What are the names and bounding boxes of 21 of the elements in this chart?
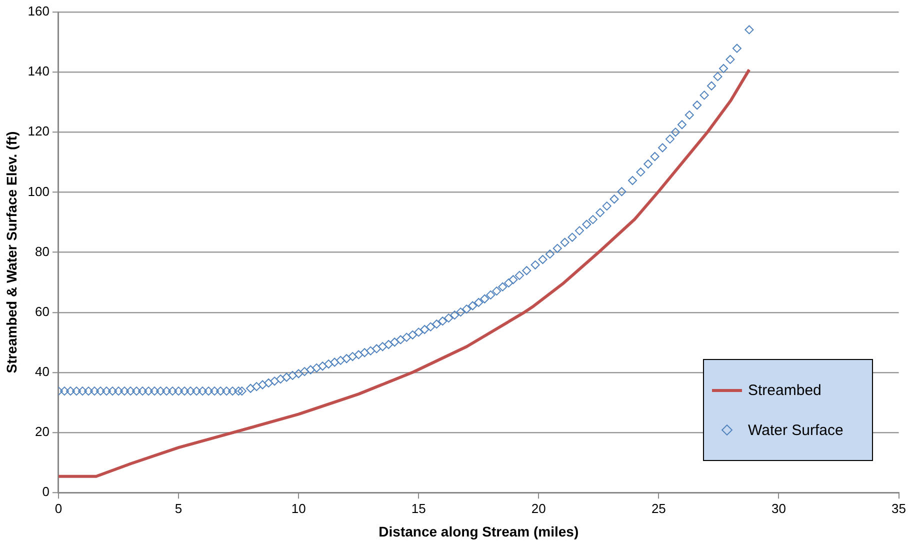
y-tick-label: 0 — [42, 484, 50, 500]
x-axis-title: Distance along Stream (miles) — [378, 523, 579, 540]
x-tick-label: 30 — [771, 500, 786, 516]
y-tick-label: 20 — [35, 424, 50, 440]
y-tick-label: 100 — [28, 184, 50, 199]
y-tick-label: 60 — [35, 304, 50, 319]
x-tick-label: 15 — [411, 500, 426, 516]
x-tick-label: 0 — [54, 500, 62, 516]
x-tick-label: 35 — [892, 500, 906, 516]
y-tick-label: 40 — [35, 364, 50, 380]
x-tick-label: 20 — [531, 500, 546, 516]
y-tick-label: 160 — [28, 4, 50, 19]
legend-label: Streambed — [748, 382, 822, 398]
legend-label: Water Surface — [748, 422, 844, 438]
y-tick-label: 120 — [28, 124, 50, 139]
x-tick-label: 25 — [651, 500, 666, 516]
y-tick-label: 80 — [35, 244, 50, 259]
y-tick-label: 140 — [28, 64, 50, 79]
y-axis-title: Streambed & Water Surface Elev. (ft) — [3, 131, 20, 374]
x-tick-label: 5 — [174, 500, 182, 516]
x-tick-label: 10 — [291, 500, 306, 516]
